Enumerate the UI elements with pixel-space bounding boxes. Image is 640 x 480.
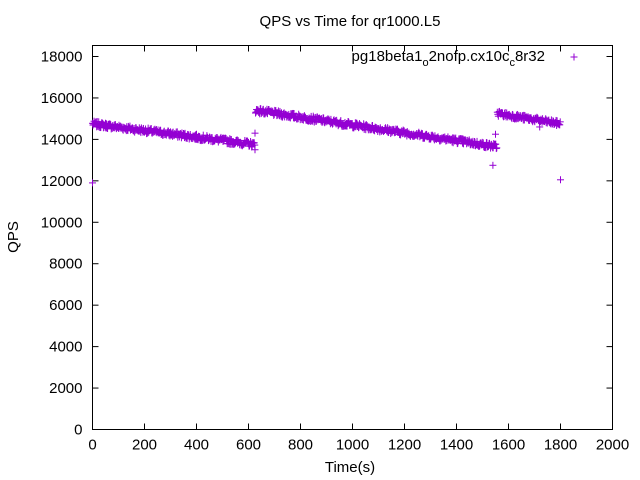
data-point [489, 161, 497, 169]
legend-label-sub-2: c [509, 57, 515, 69]
data-point [157, 126, 165, 134]
legend-label-sub-1: o [422, 57, 428, 69]
plot-frame [92, 45, 613, 430]
x-axis: 0 200 400 600 800 1000 1200 1400 1600 1800 2000 [88, 45, 629, 454]
x-tick-label: 1200 [388, 437, 421, 454]
data-point [536, 123, 544, 131]
data-point [103, 124, 111, 132]
y-tick-label: 16000 [41, 90, 83, 107]
y-tick-label: 14000 [41, 131, 83, 148]
x-tick-label: 1000 [336, 437, 369, 454]
data-point [556, 118, 564, 126]
x-tick-label: 600 [236, 437, 261, 454]
data-point [492, 145, 500, 153]
y-tick-label: 4000 [49, 339, 82, 356]
x-tick-label: 1600 [492, 437, 525, 454]
data-point [191, 131, 199, 139]
x-tick-label: 200 [132, 437, 157, 454]
y-tick-label: 18000 [41, 49, 83, 66]
x-tick-label: 2000 [596, 437, 629, 454]
legend: pg18beta1o2nofp.cx10cc8r32 [352, 48, 578, 69]
y-axis-label: QPS [5, 221, 22, 253]
legend-marker [570, 53, 578, 61]
x-tick-label: 400 [184, 437, 209, 454]
legend-label-part-1: pg18beta1 [352, 48, 423, 65]
data-point [251, 129, 259, 137]
data-point [251, 146, 259, 154]
x-axis-label: Time(s) [325, 459, 375, 476]
legend-label: pg18beta1o2nofp.cx10cc8r32 [352, 48, 545, 69]
data-point [473, 137, 481, 145]
data-point [557, 176, 564, 184]
legend-label-part-3: 8r32 [515, 48, 545, 65]
plot-area: 0 200 400 600 800 1000 1200 1400 1600 1800 2000 0 2… [41, 45, 629, 454]
data-series-points [89, 105, 564, 187]
data-point [337, 117, 345, 125]
x-tick-label: 800 [288, 437, 313, 454]
chart-title: QPS vs Time for qr1000.L5 [260, 13, 441, 30]
data-point [492, 130, 499, 138]
data-point [553, 117, 561, 125]
x-tick-label: 1800 [544, 437, 577, 454]
data-point [492, 140, 500, 148]
data-point [493, 144, 501, 152]
data-point [556, 121, 564, 129]
y-axis: 0 2000 4000 6000 8000 10000 12000 14000 16000 180… [41, 49, 613, 439]
y-tick-label: 6000 [49, 297, 82, 314]
y-tick-label: 12000 [41, 173, 83, 190]
y-tick-label: 0 [74, 422, 82, 439]
x-tick-label: 1400 [440, 437, 473, 454]
y-tick-label: 10000 [41, 214, 83, 231]
y-tick-label: 8000 [49, 256, 82, 273]
legend-label-part-2: 2nofp.cx10c [429, 48, 510, 65]
x-tick-label: 0 [88, 437, 96, 454]
data-point [495, 107, 503, 115]
y-tick-label: 2000 [49, 380, 82, 397]
data-point [89, 179, 96, 187]
